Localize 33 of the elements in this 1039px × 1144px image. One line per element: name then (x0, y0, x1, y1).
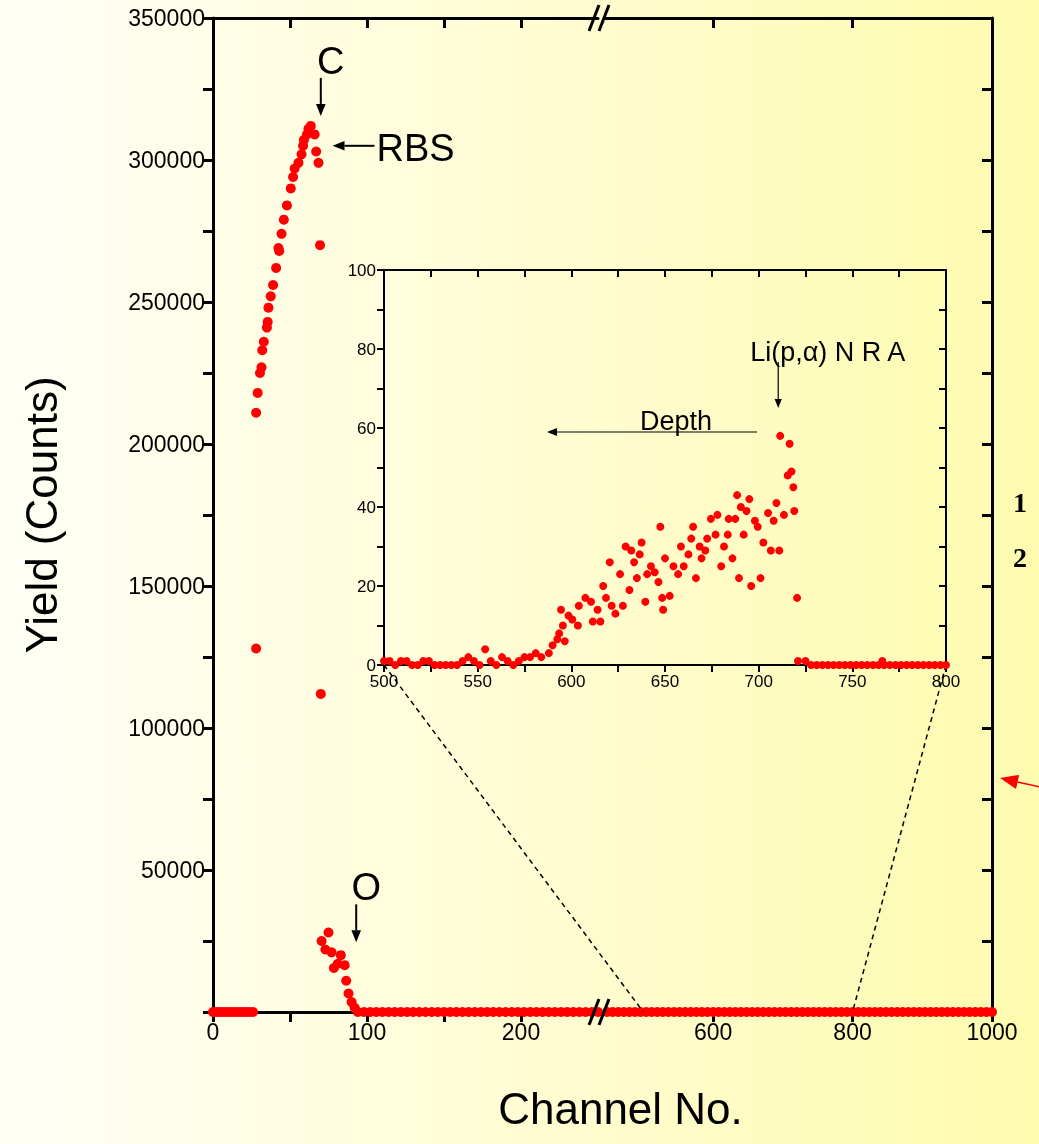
x-tick-label: 650 (650, 672, 680, 691)
annotation: RBS (376, 126, 455, 169)
x-tick-label: 800 (833, 1018, 872, 1045)
y-tick-label: 50000 (141, 857, 205, 883)
y-tick-label: 150000 (128, 573, 205, 599)
y-tick-label: 100 (347, 260, 376, 280)
y-tick-label: 0 (366, 655, 376, 675)
x-axis-title: Channel No. (498, 1083, 743, 1133)
x-tick-label: 1000 (966, 1018, 1018, 1045)
y-tick-label: 200000 (128, 431, 205, 457)
y-tick-label: 300000 (128, 147, 205, 173)
text: 1 (1013, 486, 1027, 518)
text: 2 (1013, 541, 1027, 573)
annotation: Li(p,α) N R A (750, 337, 906, 368)
annotation: C (317, 39, 345, 82)
y-tick-label: 60 (357, 418, 376, 438)
y-tick-label: 100000 (128, 715, 205, 741)
y-tick-label: 40 (357, 497, 376, 517)
x-tick-label: 600 (693, 1018, 733, 1045)
y-tick-label: 250000 (128, 289, 205, 315)
x-tick-label: 200 (501, 1018, 541, 1045)
annotation: O (351, 866, 381, 909)
x-tick-label: 750 (838, 672, 867, 691)
x-tick-label: 700 (744, 672, 773, 691)
annotation: Depth (639, 405, 713, 436)
x-tick-label: 500 (369, 672, 399, 691)
y-tick-label: 80 (357, 339, 376, 359)
y-axis-title: Yield (Counts) (16, 376, 66, 654)
x-tick-label: 800 (931, 672, 961, 691)
y-tick-label: 20 (357, 576, 376, 596)
x-tick-label: 550 (463, 672, 492, 691)
x-tick-label: 600 (557, 672, 586, 691)
y-tick-label: 350000 (128, 5, 205, 31)
